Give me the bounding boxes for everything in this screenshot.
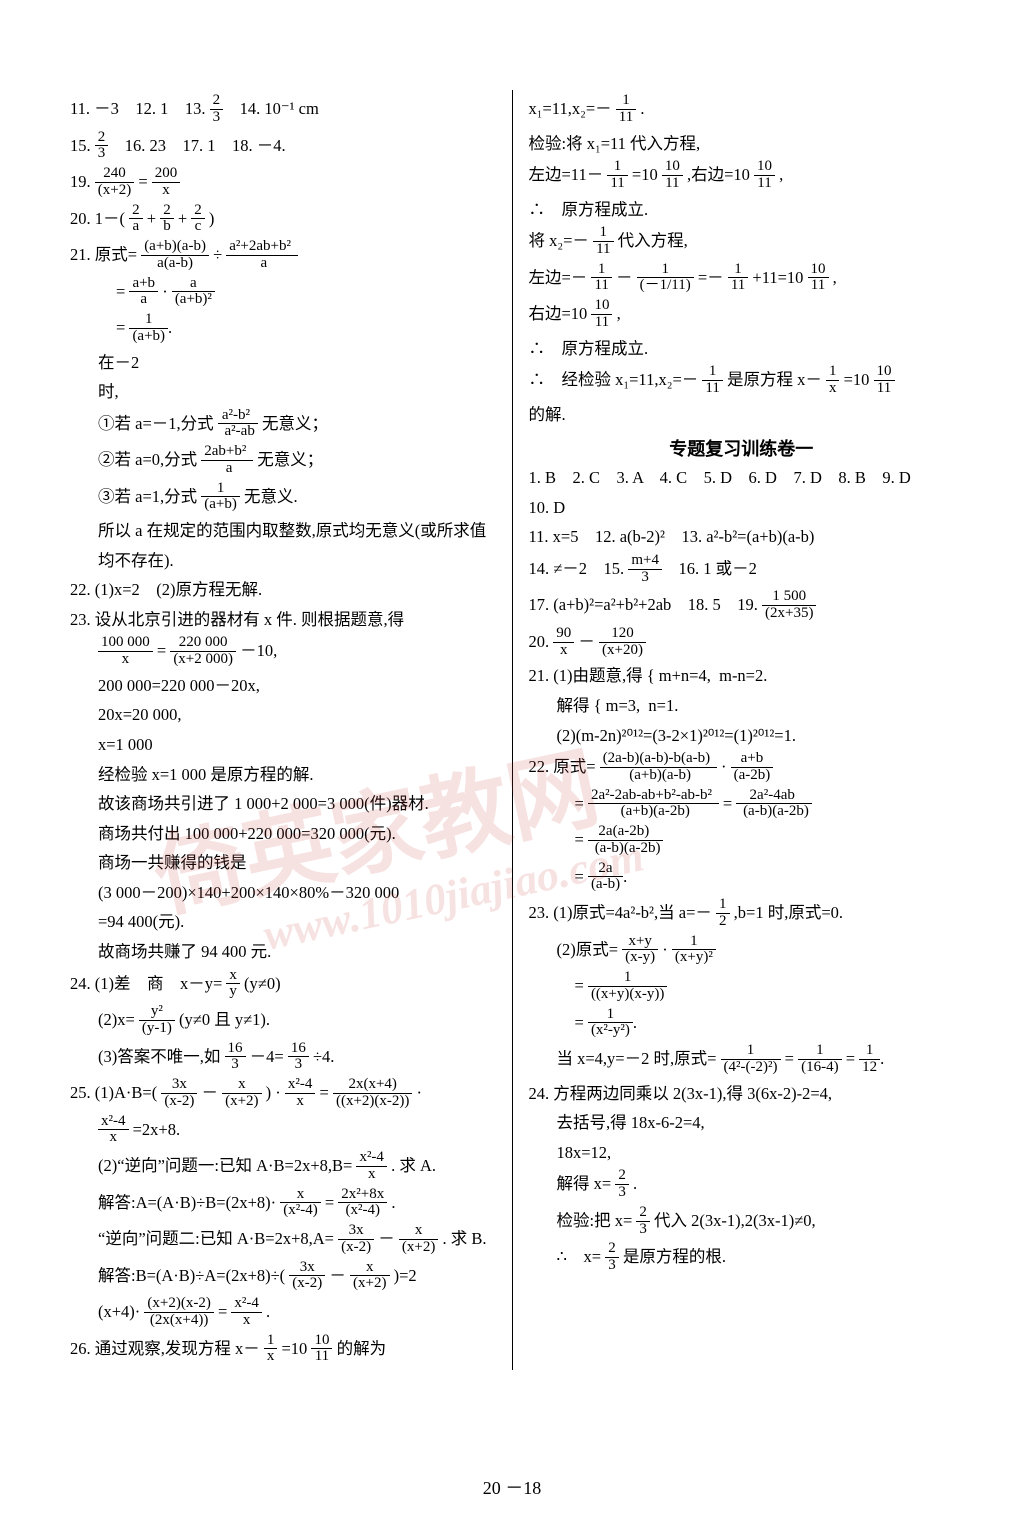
text-line: 21. (1)由题意,得 { m+n=4, m-n=2. xyxy=(529,663,955,689)
text-line: = a+ba · a(a+b)² xyxy=(70,277,496,310)
text-line: 100 000x = 220 000(x+2 000) －10, xyxy=(70,636,496,669)
page-footer: 20 －18 xyxy=(0,1474,1024,1500)
text-line: 23. 设从北京引进的器材有 x 件. 则根据题意,得 xyxy=(70,607,496,633)
text-line: x=1 000 xyxy=(70,732,496,758)
text-line: 在－2 xyxy=(70,350,496,376)
text-line: 26. 通过观察,发现方程 x－ 1x =10 1011 的解为 xyxy=(70,1334,496,1367)
text-line: 20. 90x － 120(x+20) xyxy=(529,627,955,660)
text-line: x₁=11,x₂=－ 111 . xyxy=(529,94,955,127)
text-line: 右边=10 1011 , xyxy=(529,299,955,332)
text-line: 20. 1－( 2a + 2b + 2c ) xyxy=(70,204,496,237)
text-line: ∴ x= 23 是原方程的根. xyxy=(529,1242,955,1275)
text-line: 时, xyxy=(70,379,496,405)
text-line: 所以 a 在规定的范围内取整数,原式均无意义(或所求值 xyxy=(70,518,496,544)
text-line: 23. (1)原式=4a²-b²,当 a=－ 12 ,b=1 时,原式=0. xyxy=(529,898,955,931)
text-line: 19. 240(x+2) = 200x xyxy=(70,167,496,200)
text-line: ③若 a=1,分式 1(a+b) 无意义. xyxy=(70,482,496,515)
text-line: 均不存在). xyxy=(70,548,496,574)
text-line: 经检验 x=1 000 是原方程的解. xyxy=(70,762,496,788)
text-line: 17. (a+b)²=a²+b²+2ab 18. 5 19. 1 500(2x+… xyxy=(529,590,955,623)
text-line: 检验:将 x₁=11 代入方程, xyxy=(529,131,955,157)
text-line: “逆向”问题二:已知 A·B=2x+8,A= 3x(x-2) － x(x+2) … xyxy=(70,1224,496,1257)
text-line: = 1(a+b). xyxy=(70,313,496,346)
text-line: = 2a(a-b). xyxy=(529,862,955,895)
text-line: = 1((x+y)(x-y)) xyxy=(529,971,955,1004)
column-divider xyxy=(512,90,513,1370)
text-line: ∴ 原方程成立. xyxy=(529,197,955,223)
text-line: 解得 { m=3, n=1. xyxy=(529,693,955,719)
text-line: x²-4x =2x+8. xyxy=(70,1115,496,1148)
text-line: 解得 x= 23 . xyxy=(529,1169,955,1202)
right-column: x₁=11,x₂=－ 111 . 检验:将 x₁=11 代入方程, 左边=11－ 1… xyxy=(519,90,965,1370)
text-line: (2)“逆向”问题一:已知 A·B=2x+8,B= x²-4x . 求 A. xyxy=(70,1151,496,1184)
text-line: 的解. xyxy=(529,402,955,428)
text-line: = 2a(a-2b) (a-b)(a-2b) xyxy=(529,825,955,858)
text-line: (2)原式= x+y(x-y) · 1(x+y)² xyxy=(529,935,955,968)
text-line: 解答:B=(A·B)÷A=(2x+8)÷( 3x(x-2) － x(x+2) )… xyxy=(70,1261,496,1294)
text-line: (x+4)· (x+2)(x-2)(2x(x+4)) = x²-4x . xyxy=(70,1297,496,1330)
text-line: 18x=12, xyxy=(529,1140,955,1166)
text-line: 10. D xyxy=(529,495,955,521)
text-line: 14. ≠－2 15. m+43 16. 1 或－2 xyxy=(529,554,955,587)
text-line: 15. 23 16. 23 17. 1 18. －4. xyxy=(70,131,496,164)
text-line: 去括号,得 18x-6-2=4, xyxy=(529,1110,955,1136)
text-line: 左边=－ 111 － 1(－1/11) =－ 111 +11=10 1011 , xyxy=(529,263,955,296)
text-line: (2)(m-2n)²⁰¹²=(3-2×1)²⁰¹²=(1)²⁰¹²=1. xyxy=(529,723,955,749)
text-line: 检验:把 x= 23 代入 2(3x-1),2(3x-1)≠0, xyxy=(529,1206,955,1239)
text-line: (2)x= y²(y-1) (y≠0 且 y≠1). xyxy=(70,1005,496,1038)
text-line: 当 x=4,y=－2 时,原式= 1(4²-(-2)²) = 1(16-4) =… xyxy=(529,1044,955,1077)
text-line: 左边=11－ 111 =10 1011 ,右边=10 1011 , xyxy=(529,160,955,193)
text-line: 11. x=5 12. a(b-2)² 13. a²-b²=(a+b)(a-b) xyxy=(529,524,955,550)
text-line: 22. 原式= (2a-b)(a-b)-b(a-b) (a+b)(a-b) · … xyxy=(529,752,955,785)
text-line: 11. －3 12. 1 13. 23 14. 10⁻¹ cm xyxy=(70,94,496,127)
text-line: = 1(x²-y²). xyxy=(529,1008,955,1041)
text-line: 24. 方程两边同乘以 2(3x-1),得 3(6x-2)-2=4, xyxy=(529,1081,955,1107)
text-line: 200 000=220 000－20x, xyxy=(70,673,496,699)
text-line: ②若 a=0,分式 2ab+b² a 无意义； xyxy=(70,445,496,478)
text-line: 1. B 2. C 3. A 4. C 5. D 6. D 7. D 8. B … xyxy=(529,465,955,491)
section-heading: 专题复习训练卷一 xyxy=(529,435,955,461)
text-line: 故商场共赚了 94 400 元. xyxy=(70,939,496,965)
text-line: 商场一共赚得的钱是 xyxy=(70,850,496,876)
text-line: 解答:A=(A·B)÷B=(2x+8)· x(x²-4) = 2x²+8x(x²… xyxy=(70,1188,496,1221)
text-line: = 2a²-2ab-ab+b²-ab-b² (a+b)(a-2b) = 2a²-… xyxy=(529,789,955,822)
text-line: 22. (1)x=2 (2)原方程无解. xyxy=(70,577,496,603)
text-line: 20x=20 000, xyxy=(70,702,496,728)
text-line: ∴ 经检验 x₁=11,x₂=－ 111 是原方程 x－ 1x =10 1011 xyxy=(529,365,955,398)
text-line: (3)答案不唯一,如 163 －4= 163 ÷4. xyxy=(70,1042,496,1075)
two-column-layout: 11. －3 12. 1 13. 23 14. 10⁻¹ cm 15. 23 16… xyxy=(60,90,964,1370)
text-line: 商场共付出 100 000+220 000=320 000(元). xyxy=(70,821,496,847)
text-line: 故该商场共引进了 1 000+2 000=3 000(件)器材. xyxy=(70,791,496,817)
text-line: 24. (1)差 商 x－y= xy (y≠0) xyxy=(70,969,496,1002)
text-line: ①若 a=－1,分式 a²-b² a²-ab 无意义； xyxy=(70,409,496,442)
left-column: 11. －3 12. 1 13. 23 14. 10⁻¹ cm 15. 23 16… xyxy=(60,90,506,1370)
text-line: 将 x₂=－ 111 代入方程, xyxy=(529,226,955,259)
text-line: (3 000－200)×140+200×140×80%－320 000 xyxy=(70,880,496,906)
text-line: ∴ 原方程成立. xyxy=(529,336,955,362)
text-line: 21. 原式= (a+b)(a-b)a(a-b) ÷ a²+2ab+b² a xyxy=(70,240,496,273)
text-line: 25. (1)A·B=( 3x(x-2) － x(x+2) ) · x²-4x … xyxy=(70,1078,496,1111)
text-line: =94 400(元). xyxy=(70,909,496,935)
